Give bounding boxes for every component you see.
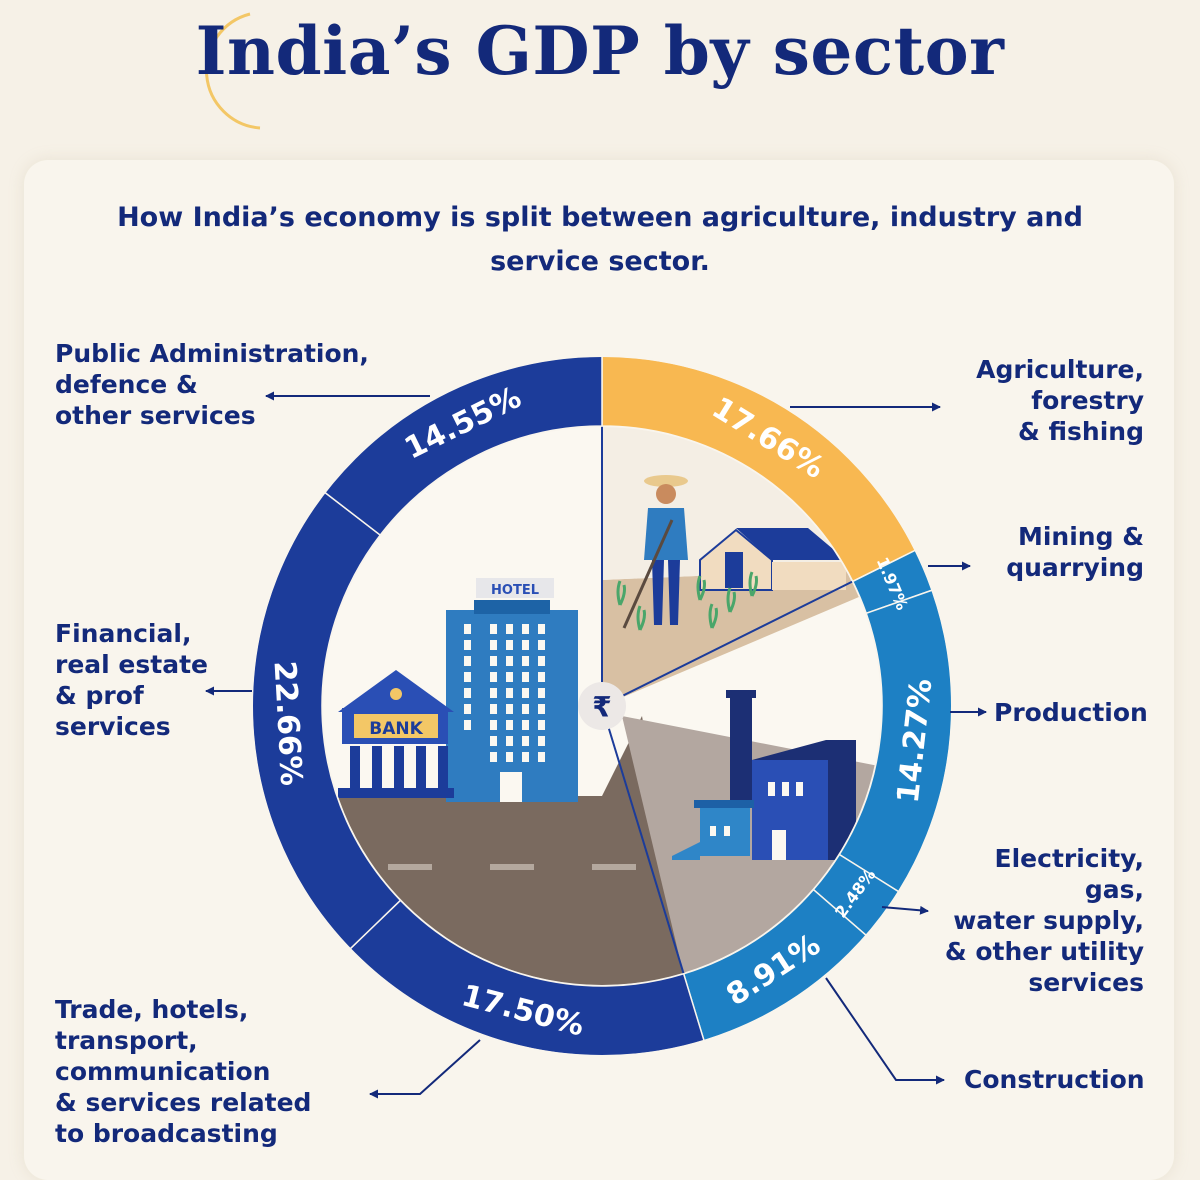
hotel-illustration: HOTEL <box>446 578 578 802</box>
legend-label-public-admin: Public Administration, defence & other s… <box>55 339 369 430</box>
bank-sign: BANK <box>369 719 423 739</box>
decorative-arc <box>204 12 261 130</box>
leader-line-5 <box>369 1039 481 1099</box>
legend-label-agriculture: Agriculture, forestry & fishing <box>976 355 1144 446</box>
hotel-sign: HOTEL <box>491 583 539 598</box>
legend-label-financial: Financial, real estate & prof services <box>55 619 208 741</box>
farmer-illustration <box>622 475 688 629</box>
legend-label-electricity: Electricity, gas, water supply, & other … <box>944 844 1144 997</box>
leader-line-3 <box>881 905 929 915</box>
rupee-symbol: ₹ <box>592 691 611 724</box>
bank-illustration: BANK <box>338 670 454 798</box>
legend-label-construction: Construction <box>964 1065 1145 1094</box>
farm-field-illustration <box>602 566 881 706</box>
legend-label-production: Production <box>994 698 1148 727</box>
slice-value-label-6: 22.66% <box>267 660 309 787</box>
factory-illustration <box>672 690 856 860</box>
page-title: India’s GDP by sector <box>195 12 1005 90</box>
legend-label-mining: Mining & quarrying <box>1006 522 1144 582</box>
legend-label-trade: Trade, hotels, transport, communication … <box>55 995 312 1148</box>
leader-line-4 <box>825 977 945 1085</box>
chart-subtitle: How India’s economy is split between agr… <box>117 202 1083 277</box>
rupee-icon <box>578 682 626 730</box>
